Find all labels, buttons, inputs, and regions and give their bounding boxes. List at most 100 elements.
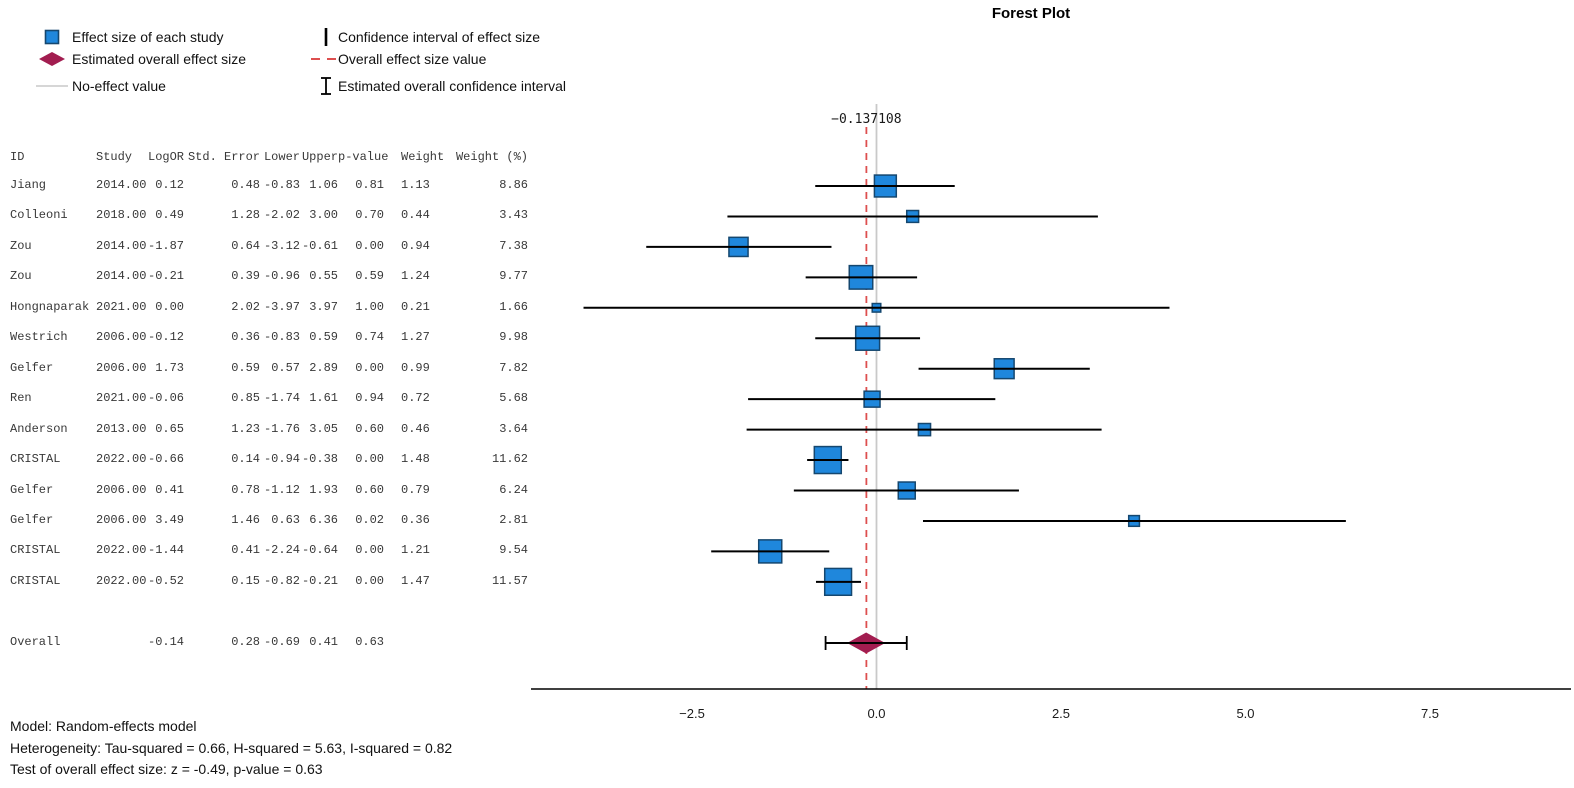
table-cell: -0.64 <box>301 543 338 558</box>
table-cell: 1.06 <box>309 178 338 192</box>
table-cell: 1.93 <box>309 482 338 497</box>
overall-ci-icon <box>318 76 334 96</box>
table-cell: 3.49 <box>155 512 184 527</box>
table-cell: 0.59 <box>355 269 384 284</box>
ci-bar-icon <box>318 27 334 47</box>
table-cell: 0.64 <box>231 238 260 253</box>
table-row: Colleoni 2018.00 0.49 1.28 -2.02 3.00 0.70 0.44… <box>10 208 528 222</box>
table-cell: 1.61 <box>309 391 338 406</box>
table-cell: 1.00 <box>355 299 384 314</box>
table-cell: -1.87 <box>148 238 185 253</box>
table-cell: 2022.00 <box>96 543 147 558</box>
table-cell: Overall <box>10 635 61 649</box>
table-cell: 0.74 <box>355 330 384 345</box>
table-cell: 1.13 <box>401 178 430 192</box>
table-cell: 0.21 <box>401 299 430 314</box>
table-cell: 0.36 <box>401 512 430 527</box>
table-cell: 2.81 <box>499 512 528 527</box>
table-cell: 0.59 <box>231 360 260 375</box>
table-cell: 0.41 <box>231 543 260 558</box>
table-cell: 0.63 <box>355 635 384 649</box>
table-cell: -0.06 <box>148 391 185 406</box>
table-cell: 11.57 <box>491 573 528 588</box>
table-cell: LogOR <box>148 150 185 164</box>
table-row: Anderson 2013.00 0.65 1.23 -1.76 3.05 0.60 0.46… <box>10 422 528 436</box>
page-title: Forest Plot <box>991 5 1071 22</box>
table-cell: 7.82 <box>499 360 528 375</box>
table-cell: -0.83 <box>263 330 300 345</box>
table-cell: -0.82 <box>263 573 300 588</box>
table-cell: 2021.00 <box>96 299 147 314</box>
table-cell: 0.15 <box>231 573 260 588</box>
table-cell: 0.63 <box>271 512 300 527</box>
table-cell: 0.02 <box>355 512 384 527</box>
table-cell: Lower <box>263 150 300 164</box>
table-cell: -0.21 <box>301 573 338 588</box>
table-cell: 1.23 <box>231 421 260 436</box>
table-cell: Gelfer <box>10 512 54 527</box>
table-cell: 2006.00 <box>96 330 147 345</box>
table-cell: -2.24 <box>263 543 300 558</box>
table-cell: 0.60 <box>355 421 384 436</box>
legend-label: Estimated overall confidence interval <box>338 78 567 94</box>
legend-label: Estimated overall effect size <box>72 51 247 67</box>
table-row: CRISTAL 2022.00 -0.66 0.14 -0.94 -0.38 0.00 1.4… <box>10 452 528 466</box>
table-cell: 0.46 <box>401 421 430 436</box>
table-cell: -0.96 <box>263 269 300 284</box>
table-cell: 0.00 <box>355 238 384 253</box>
table-cell: 8.86 <box>499 178 528 192</box>
table-cell: Hongnaparak <box>10 299 90 314</box>
table-cell: 1.21 <box>401 543 430 558</box>
table-cell: 2022.00 <box>96 452 147 467</box>
table-cell: Study <box>96 150 133 164</box>
table-cell: 0.00 <box>355 360 384 375</box>
table-cell: 2014.00 <box>96 178 147 192</box>
table-cell: 5.68 <box>499 391 528 406</box>
table-cell: 7.38 <box>499 238 528 253</box>
table-cell: 0.99 <box>401 360 430 375</box>
table-cell: 0.94 <box>401 238 430 253</box>
table-cell: 1.28 <box>231 208 260 223</box>
table-cell: 2018.00 <box>96 208 147 223</box>
table-cell: 1.48 <box>401 452 430 467</box>
table-cell: 0.00 <box>355 543 384 558</box>
table-cell: Zou <box>10 269 32 284</box>
table-cell: 11.62 <box>491 452 528 467</box>
table-cell: -3.12 <box>263 238 300 253</box>
table-cell: 2.89 <box>309 360 338 375</box>
table-cell: 1.66 <box>499 299 528 314</box>
table-cell: -3.97 <box>263 299 300 314</box>
table-cell: 0.59 <box>309 330 338 345</box>
table-cell: 0.79 <box>401 482 430 497</box>
table-cell: Gelfer <box>10 482 54 497</box>
table-cell: 0.55 <box>309 269 338 284</box>
table-cell: 6.36 <box>309 512 338 527</box>
overall-diamond-icon <box>37 51 67 68</box>
table-cell: 0.85 <box>231 391 260 406</box>
table-cell: 3.05 <box>309 421 338 436</box>
table-cell: Ren <box>10 391 32 406</box>
table-cell: 0.78 <box>231 482 260 497</box>
table-cell: 3.00 <box>309 208 338 223</box>
table-cell: 0.94 <box>355 391 384 406</box>
table-cell: 2014.00 <box>96 269 147 284</box>
table-cell: -0.94 <box>263 452 300 467</box>
table-cell: 3.97 <box>309 299 338 314</box>
table-cell: Westrich <box>10 330 68 345</box>
table-cell: 1.46 <box>231 512 260 527</box>
table-cell: Gelfer <box>10 360 54 375</box>
table-row-overall: Overall -0.14 0.28 -0.69 0.41 0.63 <box>10 635 528 649</box>
table-row: Westrich 2006.00 -0.12 0.36 -0.83 0.59 0.74 1.2… <box>10 330 528 344</box>
table-cell: 0.00 <box>355 573 384 588</box>
table-cell: 0.12 <box>155 178 184 192</box>
table-cell: 2022.00 <box>96 573 147 588</box>
table-header-row: ID Study LogOR Std. Error Lower Upperp-value W… <box>10 150 528 164</box>
table-cell: -0.14 <box>148 635 185 649</box>
x-tick-label: −2.5 <box>679 706 705 721</box>
table-cell: 0.70 <box>355 208 384 223</box>
table-cell: 0.00 <box>155 299 184 314</box>
table-row: Hongnaparak 2021.00 0.00 2.02 -3.97 3.97 1.00 0… <box>10 300 528 314</box>
table-cell: 0.49 <box>155 208 184 223</box>
table-cell: -0.12 <box>148 330 185 345</box>
